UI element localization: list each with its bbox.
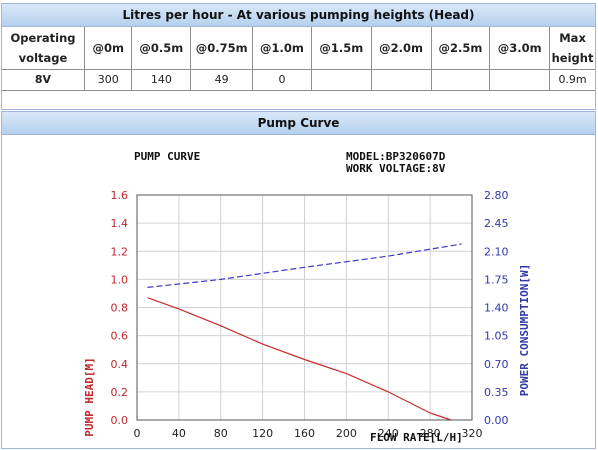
cell-2-5m — [430, 68, 491, 91]
y-right-tick-label: 0.35 — [484, 386, 509, 399]
y-right-tick-label: 2.10 — [484, 245, 509, 258]
x-tick-label: 40 — [172, 427, 186, 440]
pump-curve-panel: Pump Curve 0 40 80 120 160 200 240 280 320 0.0 0.2… — [1, 111, 596, 449]
x-tick-label: 280 — [420, 427, 441, 440]
y-left-tick-label: 0.2 — [111, 386, 129, 399]
chart-title: PUMP CURVE — [134, 150, 200, 163]
x-tick-label: 120 — [252, 427, 273, 440]
y-left-tick-label: 0.0 — [111, 414, 129, 427]
col-3-0m: @3.0m — [489, 27, 551, 70]
x-axis-label: FLOW RATE[L/H] — [370, 431, 463, 444]
cell-voltage: 8V — [2, 68, 85, 91]
x-tick-label: 240 — [378, 427, 399, 440]
flow-table: Operating voltage @0m @0.5m @0.75m @1.0m… — [2, 27, 595, 91]
table-row: 8V 300 140 49 0 0.9m — [2, 68, 595, 91]
pump-head-line — [147, 297, 452, 421]
y-right-tick-label: 2.80 — [484, 189, 509, 202]
voltage-label: WORK VOLTAGE:8V — [346, 162, 446, 175]
y-right-tick-label: 2.45 — [484, 217, 509, 230]
cell-2-0m — [370, 68, 432, 91]
y-left-tick-label: 1.0 — [111, 273, 129, 286]
y-right-tick-label: 1.05 — [484, 330, 509, 343]
col-0m: @0m — [83, 27, 133, 70]
cell-3-0m — [489, 68, 551, 91]
x-tick-label: 160 — [294, 427, 315, 440]
model-label: MODEL:BP320607D — [346, 150, 446, 163]
cell-1-0m: 0 — [252, 68, 312, 91]
y-right-tick-label: 1.40 — [484, 302, 509, 315]
col-2-0m: @2.0m — [370, 27, 432, 70]
y-axis-left-label: PUMP HEAD[M] — [83, 357, 96, 436]
cell-0m: 300 — [83, 68, 133, 91]
cell-0-75m: 49 — [190, 68, 254, 91]
col-max-height: Max height — [549, 27, 595, 70]
cell-1-5m — [310, 68, 372, 91]
y-right-tick-label: 0.00 — [484, 414, 509, 427]
y-left-tick-label: 1.4 — [111, 217, 129, 230]
col-2-5m: @2.5m — [430, 27, 491, 70]
chart-series — [147, 243, 462, 421]
y-left-tick-label: 0.8 — [111, 302, 129, 315]
plot-frame — [136, 194, 473, 421]
pump-curve-section-title: Pump Curve — [2, 112, 595, 135]
col-1-5m: @1.5m — [310, 27, 372, 70]
y-left-tick-label: 1.6 — [111, 189, 129, 202]
x-tick-label: 200 — [336, 427, 357, 440]
x-tick-label: 80 — [214, 427, 228, 440]
col-operating-voltage: Operating voltage — [2, 27, 85, 70]
chart-ticks: 0 40 80 120 160 200 240 280 320 0.0 0.2 0.4 0.6 0.8 1.… — [111, 189, 509, 440]
y-left-tick-label: 1.2 — [111, 245, 129, 258]
y-left-tick-label: 0.4 — [111, 358, 129, 371]
flow-table-title: Litres per hour - At various pumping hei… — [2, 4, 595, 27]
col-0-75m: @0.75m — [190, 27, 254, 70]
power-consumption-line — [147, 243, 462, 288]
y-right-tick-label: 1.75 — [484, 273, 509, 286]
x-tick-label: 0 — [134, 427, 141, 440]
x-tick-label: 320 — [462, 427, 483, 440]
table-header-row: Operating voltage @0m @0.5m @0.75m @1.0m… — [2, 27, 595, 70]
y-left-tick-label: 0.6 — [111, 330, 129, 343]
pump-curve-chart: 0 40 80 120 160 200 240 280 320 0.0 0.2 0.4 0.6 0.8 1.… — [83, 150, 531, 444]
col-1-0m: @1.0m — [252, 27, 312, 70]
table-spacer — [2, 91, 595, 109]
y-axis-right-label: POWER CONSUMPTION[W] — [518, 264, 531, 396]
chart-grid — [137, 195, 472, 420]
cell-max-height: 0.9m — [549, 68, 595, 91]
col-0-5m: @0.5m — [131, 27, 192, 70]
flow-table-panel: Litres per hour - At various pumping hei… — [1, 3, 596, 110]
cell-0-5m: 140 — [131, 68, 192, 91]
y-right-tick-label: 0.70 — [484, 358, 509, 371]
